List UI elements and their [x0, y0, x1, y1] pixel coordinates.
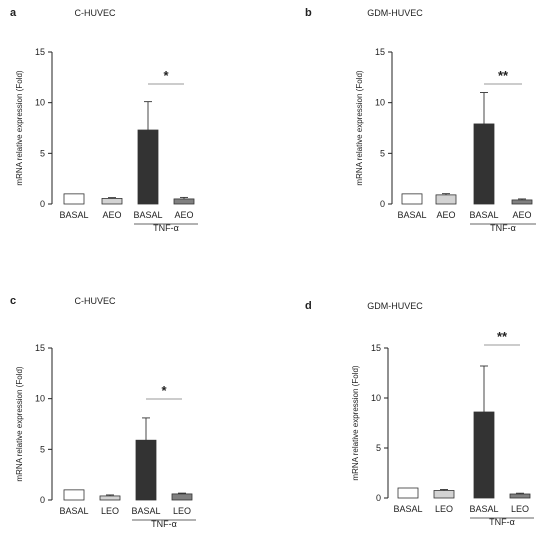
y-axis-label: mRNA relative expression (Fold): [15, 70, 24, 185]
bar: [101, 198, 123, 205]
category-label: AEO: [174, 210, 193, 220]
chart-panel-c: c C-HUVEC 0 5 10 15 mRNA relative expression (…: [10, 295, 196, 529]
category-label: BASAL: [59, 210, 88, 220]
panel-title: GDM-HUVEC: [367, 301, 423, 311]
y-tick-label: 10: [35, 98, 45, 108]
panel-letter: a: [10, 7, 17, 19]
category-label: BASAL: [469, 210, 498, 220]
y-tick-label: 15: [371, 343, 381, 353]
significance-marker: *: [161, 383, 167, 398]
significance-marker: **: [498, 68, 509, 83]
y-axis-label: mRNA relative expression (Fold): [351, 365, 360, 480]
bar: [99, 495, 121, 501]
category-label: AEO: [436, 210, 455, 220]
category-label: AEO: [102, 210, 121, 220]
bar: [135, 439, 157, 501]
category-label: AEO: [512, 210, 531, 220]
y-axis-label: mRNA relative expression (Fold): [355, 70, 364, 185]
y-tick-label: 0: [40, 495, 45, 505]
panel-title: C-HUVEC: [74, 8, 116, 18]
y-tick-label: 10: [375, 98, 385, 108]
y-tick-label: 0: [380, 199, 385, 209]
bar: [137, 129, 159, 205]
category-label: LEO: [101, 506, 119, 516]
y-tick-label: 10: [371, 393, 381, 403]
y-tick-label: 15: [375, 47, 385, 57]
bar: [433, 490, 455, 499]
bar: [397, 487, 419, 499]
group-label: TNF-α: [490, 223, 516, 233]
category-label: LEO: [511, 504, 529, 514]
bar: [401, 193, 423, 205]
bar: [63, 193, 85, 205]
category-label: LEO: [173, 506, 191, 516]
y-tick-label: 5: [40, 444, 45, 454]
panel-letter: d: [305, 300, 312, 312]
y-tick-label: 15: [35, 343, 45, 353]
category-label: BASAL: [133, 210, 162, 220]
y-tick-label: 5: [380, 148, 385, 158]
y-tick-label: 10: [35, 394, 45, 404]
chart-panel-a: a C-HUVEC 0 5 10 15 mRNA relative expression (…: [10, 7, 198, 233]
category-label: LEO: [435, 504, 453, 514]
bar: [63, 489, 85, 501]
panel-letter: b: [305, 7, 312, 19]
panel-title: GDM-HUVEC: [367, 8, 423, 18]
significance-marker: **: [497, 329, 508, 344]
category-label: BASAL: [131, 506, 160, 516]
bar: [511, 199, 533, 205]
chart-panel-d: d GDM-HUVEC 0 5 10 15 mRNA relative expression…: [305, 300, 534, 527]
category-label: BASAL: [397, 210, 426, 220]
y-tick-label: 0: [376, 493, 381, 503]
chart-panel-b: b GDM-HUVEC 0 5 10 15 mRNA relative expression…: [305, 7, 536, 233]
category-label: BASAL: [59, 506, 88, 516]
category-label: BASAL: [393, 504, 422, 514]
panel-letter: c: [10, 295, 16, 307]
y-tick-label: 15: [35, 47, 45, 57]
y-axis-label: mRNA relative expression (Fold): [15, 366, 24, 481]
group-label: TNF-α: [153, 223, 179, 233]
bar: [171, 493, 193, 501]
bar: [435, 194, 457, 205]
panel-title: C-HUVEC: [74, 296, 116, 306]
category-label: BASAL: [469, 504, 498, 514]
y-tick-label: 0: [40, 199, 45, 209]
significance-marker: *: [163, 68, 169, 83]
bar: [473, 411, 495, 499]
y-tick-label: 5: [376, 443, 381, 453]
y-tick-label: 5: [40, 148, 45, 158]
group-label: TNF-α: [151, 519, 177, 529]
bar: [509, 493, 531, 499]
group-label: TNF-α: [489, 517, 515, 527]
bar: [473, 123, 495, 205]
bar: [173, 198, 195, 205]
